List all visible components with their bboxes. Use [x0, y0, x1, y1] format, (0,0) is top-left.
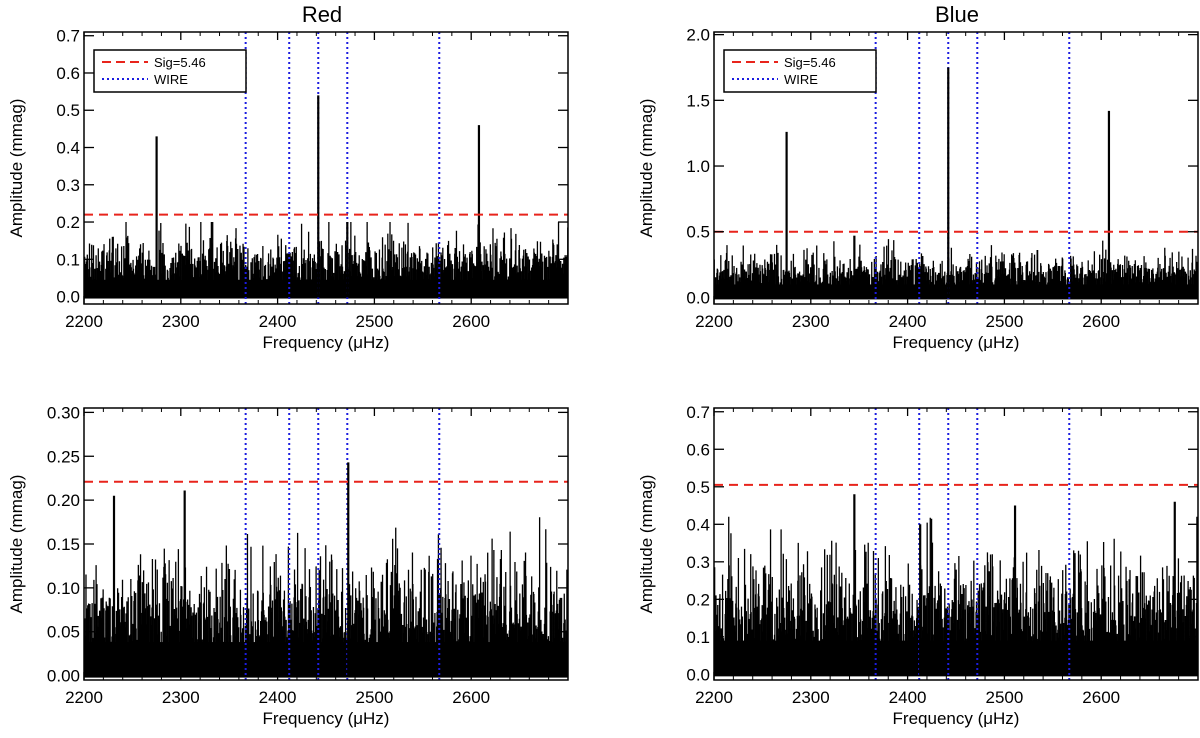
y-tick-label: 0.3	[56, 176, 80, 195]
panel-blue-bottom: 2200 2300 2400 2500 2600 0.0 0.1 0.2 0.3 0.4 0.5 0.…	[637, 403, 1199, 728]
x-axis-label: Frequency (μHz)	[263, 709, 390, 728]
x-axis-label: Frequency (μHz)	[893, 709, 1020, 728]
y-tick-label: 0.1	[56, 250, 80, 269]
y-tick-label: 0.20	[47, 491, 80, 510]
plot-frame	[713, 31, 1199, 305]
x-tick-label: 2300	[792, 312, 830, 331]
x-tick-label: 2300	[792, 688, 830, 707]
legend-label-1: WIRE	[154, 72, 188, 87]
x-tick-label: 2300	[162, 688, 200, 707]
panel-red-bottom: 2200 2300 2400 2500 2600 0.00 0.05 0.10 0.15 0.20…	[7, 403, 569, 728]
x-tick-label: 2500	[985, 688, 1023, 707]
y-tick-label: 0.7	[56, 27, 80, 46]
x-tick-label: 2200	[695, 688, 733, 707]
plot-area	[714, 32, 1198, 304]
x-tick-label: 2600	[1082, 312, 1120, 331]
x-axis-label: Frequency (μHz)	[263, 333, 390, 352]
x-tick-label: 2600	[452, 688, 490, 707]
y-tick-label: 1.0	[686, 157, 710, 176]
x-tick-label: 2200	[65, 688, 103, 707]
y-tick-label: 0.4	[686, 515, 710, 534]
x-tick-label: 2600	[1082, 688, 1120, 707]
legend-label-1: WIRE	[784, 72, 818, 87]
plot-frame	[713, 407, 1199, 681]
y-tick-label: 0.0	[56, 288, 80, 307]
column-title-blue: Blue	[935, 2, 979, 27]
y-tick-label: 0.5	[686, 478, 710, 497]
y-tick-label: 0.0	[686, 288, 710, 307]
noise-floor	[84, 279, 568, 299]
x-tick-label: 2200	[695, 312, 733, 331]
y-tick-label: 0.5	[56, 101, 80, 120]
y-tick-label: 0.25	[47, 447, 80, 466]
noise-floor	[714, 284, 1198, 300]
x-tick-label: 2600	[452, 312, 490, 331]
panel-blue-top: 2200 2300 2400 2500 2600 0.0 0.5 1.0 1.5 2.0 Frequ…	[637, 26, 1199, 352]
legend-label-0: Sig=5.46	[154, 55, 206, 70]
y-tick-label: 1.5	[686, 91, 710, 110]
x-tick-label: 2400	[889, 312, 927, 331]
x-tick-label: 2400	[259, 688, 297, 707]
legend-label-0: Sig=5.46	[784, 55, 836, 70]
x-tick-label: 2400	[889, 688, 927, 707]
y-tick-label: 0.00	[47, 667, 80, 686]
noise-floor	[714, 640, 1198, 677]
y-axis-label: Amplitude (mmag)	[7, 99, 26, 238]
legend-box	[723, 49, 877, 93]
y-tick-label: 0.3	[686, 553, 710, 572]
y-tick-label: 0.6	[56, 64, 80, 83]
y-tick-label: 0.5	[686, 223, 710, 242]
y-tick-label: 0.30	[47, 403, 80, 422]
y-tick-label: 2.0	[686, 26, 710, 45]
x-tick-label: 2300	[162, 312, 200, 331]
y-tick-label: 0.6	[686, 440, 710, 459]
y-tick-label: 0.15	[47, 535, 80, 554]
y-tick-label: 0.7	[686, 403, 710, 422]
y-axis-label: Amplitude (mmag)	[637, 99, 656, 238]
y-tick-label: 0.1	[686, 628, 710, 647]
plot-frame	[83, 31, 569, 305]
plot-area	[84, 408, 568, 680]
y-tick-label: 0.10	[47, 579, 80, 598]
plot-area	[84, 32, 568, 304]
y-tick-label: 0.2	[56, 213, 80, 232]
plot-area	[714, 408, 1198, 680]
column-title-red: Red	[302, 2, 342, 27]
y-tick-label: 0.05	[47, 623, 80, 642]
x-axis-label: Frequency (μHz)	[893, 333, 1020, 352]
panel-red-top: 2200 2300 2400 2500 2600 0.0 0.1 0.2 0.3 0.4 0.5 0.…	[7, 27, 569, 352]
noise-floor	[84, 642, 568, 678]
x-tick-label: 2400	[259, 312, 297, 331]
x-tick-label: 2200	[65, 312, 103, 331]
y-tick-label: 0.2	[686, 590, 710, 609]
x-tick-label: 2500	[355, 312, 393, 331]
y-tick-label: 0.0	[686, 665, 710, 684]
x-tick-label: 2500	[985, 312, 1023, 331]
x-tick-label: 2500	[355, 688, 393, 707]
y-axis-label: Amplitude (mmag)	[637, 475, 656, 614]
y-tick-label: 0.4	[56, 139, 80, 158]
legend-box	[93, 49, 247, 93]
y-axis-label: Amplitude (mmag)	[7, 475, 26, 614]
